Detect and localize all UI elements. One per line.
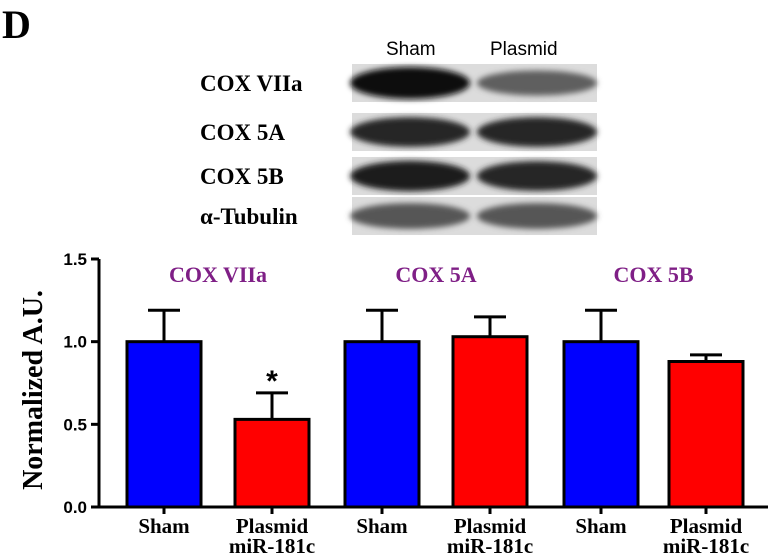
blot-band	[350, 203, 470, 229]
blot-protein-label: COX 5A	[200, 120, 285, 145]
blot-row-cox-viia: COX VIIa	[200, 64, 597, 102]
y-axis-title: Normalized A.U.	[18, 290, 49, 490]
bar-3-sham	[343, 340, 421, 509]
significance-marker: *	[266, 365, 278, 398]
blot-row-cox-5a: COX 5A	[200, 113, 597, 151]
y-tick-label: 1.5	[63, 250, 87, 269]
group-title-cox-5a: COX 5A	[395, 262, 476, 287]
x-tick-label-line: miR-181c	[229, 534, 315, 558]
blot-row-cox-5b: COX 5B	[200, 157, 597, 195]
x-tick-label: Sham	[138, 514, 190, 538]
western-blot: Sham Plasmid COX VIIa COX 5A COX 5B α-Tubul…	[200, 39, 597, 235]
bar-chart: Normalized A.U. 0.0 0.5 1.0 1.5 Sham Plasmid…	[18, 250, 768, 558]
x-tick-label-line: Sham	[356, 514, 408, 538]
blot-band	[350, 117, 470, 147]
blot-row-tubulin: α-Tubulin	[200, 197, 597, 235]
y-tick-label: 0.0	[63, 498, 87, 517]
x-tick-label-line: miR-181c	[447, 534, 533, 558]
x-tick-label: Sham	[575, 514, 627, 538]
y-tick-label: 1.0	[63, 333, 87, 352]
blot-protein-label: COX VIIa	[200, 71, 303, 96]
blot-lane-label-plasmid: Plasmid	[490, 39, 558, 60]
x-tick-label-line: Plasmid	[670, 514, 743, 538]
blot-band	[477, 117, 597, 147]
bar-4-plasmid	[451, 335, 529, 509]
blot-band	[477, 161, 597, 191]
x-tick-label-line: Plasmid	[236, 514, 309, 538]
group-title-cox-5b: COX 5B	[613, 262, 693, 287]
x-tick-label: Sham	[356, 514, 408, 538]
blot-band	[477, 203, 597, 229]
blot-lane-label-sham: Sham	[386, 39, 436, 60]
group-title-cox-viia: COX VIIa	[169, 262, 267, 287]
x-tick-label-line: miR-181c	[663, 534, 749, 558]
bar-6-plasmid	[667, 360, 745, 509]
bar-5-sham	[562, 340, 640, 509]
x-tick-label-line: Plasmid	[454, 514, 527, 538]
panel-label: D	[2, 2, 31, 47]
x-tick-label-line: Sham	[575, 514, 627, 538]
x-tick-label-line: Sham	[138, 514, 190, 538]
bar-2-plasmid	[233, 417, 311, 509]
blot-band	[350, 67, 470, 99]
y-tick-label: 0.5	[63, 415, 87, 434]
blot-protein-label: α-Tubulin	[200, 204, 298, 229]
blot-protein-label: COX 5B	[200, 164, 284, 189]
blot-band	[350, 160, 470, 192]
bar-1-sham	[125, 340, 203, 509]
blot-band	[477, 70, 597, 96]
